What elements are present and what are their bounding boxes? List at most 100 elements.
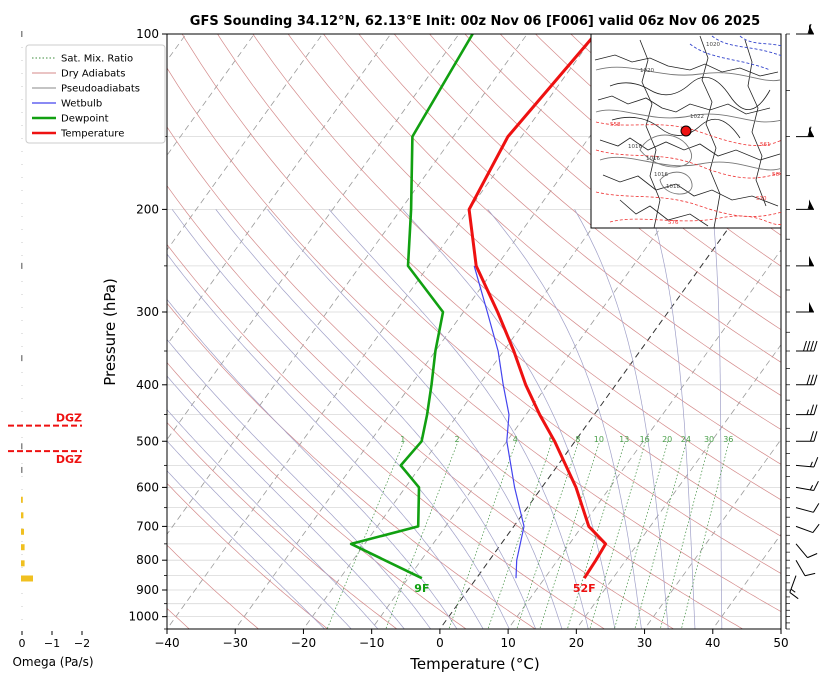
inset-height-contour [595,121,781,146]
barb-staff [795,543,808,558]
dry-adiabat-line [393,34,781,363]
wind-barb [796,255,814,267]
mixing-ratio-label: 6 [549,435,554,444]
legend-box [25,44,166,144]
barb-full [813,431,818,442]
mixing-ratio-line [539,441,601,629]
inset-contour-label: 1020 [640,68,654,74]
wind-barb [795,559,816,577]
pseudoadiabat-line [650,209,696,629]
x-tick-label: −20 [291,636,316,650]
mixing-ratio-label: 4 [513,435,518,444]
surface-temperature-label: 52F [573,582,596,595]
dry-adiabat-line [167,67,781,613]
x-tick-label: 50 [773,636,788,650]
barb-staff [789,575,797,593]
dry-adiabat-line [167,243,606,629]
barb-staff [795,525,814,534]
wind-barbs [785,23,820,630]
isotherm-line [167,34,596,629]
x-tick-label: −40 [154,636,179,650]
y-tick-label: 700 [136,519,159,533]
y-tick-label: 200 [136,202,159,216]
inset-contour-label: 1016 [646,156,660,162]
omega-bar [21,575,33,582]
barb-full [807,23,812,35]
omega-tick-label: 0 [19,637,26,650]
sounding-profiles [349,34,608,580]
dewpoint-line [349,34,474,580]
barb-full [810,404,814,415]
pseudoadiabat-line [171,209,510,629]
inset-contour-label: 1020 [706,42,720,48]
mixing-ratio-line [385,441,459,629]
inset-border [609,76,771,111]
y-axis-label: Pressure (hPa) [101,278,119,386]
pseudoadiabat-line [328,209,589,629]
mixing-ratio-label: 24 [681,435,691,444]
omega-bar [21,31,23,37]
barb-full [804,572,816,577]
pseudoadiabat-line [167,298,458,629]
inset-height-contour [609,215,781,225]
barb-pennant [809,255,814,266]
x-tick-label: 30 [637,636,652,650]
wind-barb [796,126,814,138]
pseudoadiabat-line [167,409,379,629]
background-lines [167,34,781,629]
mixing-ratio-label: 10 [594,435,604,444]
barb-pennant [809,301,814,312]
barb-staff [795,559,806,577]
zero-isotherm [439,154,781,629]
omega-bar [21,496,23,503]
barb-full [810,431,814,442]
mixing-ratio-line [681,441,730,629]
x-tick-label: −10 [359,636,384,650]
inset-contour-label: 1016 [654,172,668,178]
chart-title: GFS Sounding 34.12°N, 62.13°E Init: 00z … [190,14,760,29]
legend-pseudoadiabat-label: Pseudoadiabats [61,84,140,95]
barb-half [809,485,814,491]
pseudoadiabat-line [574,209,669,629]
y-tick-label: 400 [136,378,159,392]
mixing-ratio-line [326,441,405,629]
isotherm-line [167,34,324,251]
y-tick-label: 600 [136,480,159,494]
omega-bar [21,560,25,567]
inset-thickness-contour [689,43,771,71]
barb-full [810,374,814,385]
inset-contour-label: 576 [668,220,679,226]
y-tick-label: 900 [136,583,159,597]
pseudoadiabat-line [402,209,616,629]
y-tick-label: 800 [136,553,159,567]
barb-half [807,204,810,210]
barb-full [813,457,819,468]
x-tick-label: 10 [500,636,515,650]
mixing-ratio-label: 20 [662,435,672,444]
wind-barb [795,523,820,534]
barb-full [813,340,818,352]
barb-full [812,523,820,533]
mixing-ratio-line [659,441,711,629]
mixing-ratio-line [634,441,687,629]
dry-adiabat-line [167,302,536,629]
isotherm-line [575,344,781,629]
isotherm-line [167,34,528,535]
barb-full [789,592,799,600]
temperature-line [467,34,608,580]
dry-adiabat-line [181,34,781,574]
inset-thickness-contour [711,35,781,57]
pseudoadiabat-line [487,209,642,629]
barb-half [806,409,809,415]
x-tick-label: −30 [223,636,248,650]
wind-barb [796,199,814,210]
wind-barb [796,301,814,313]
barb-full [806,340,811,352]
legend-mixing-ratio-label: Sat. Mix. Ratio [61,54,133,65]
inset-border [602,174,779,207]
inset-border [611,116,741,139]
wind-barb [795,457,819,468]
dry-adiabat-line [167,544,260,629]
barb-full [807,553,818,559]
